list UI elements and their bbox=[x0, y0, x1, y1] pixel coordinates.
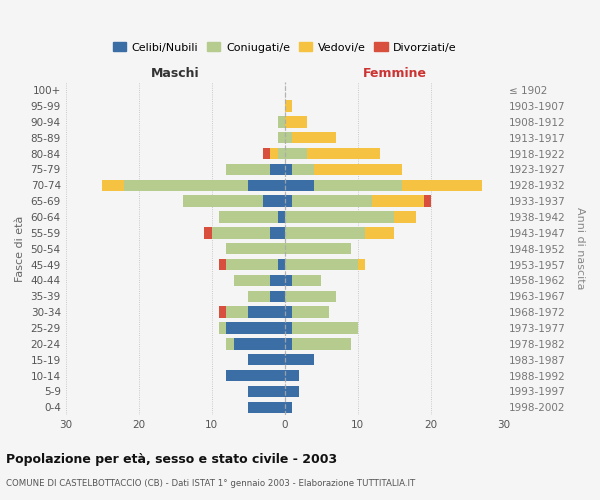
Bar bbox=[263, 148, 270, 159]
Text: Femmine: Femmine bbox=[362, 67, 427, 80]
Bar bbox=[278, 259, 285, 270]
Bar bbox=[278, 116, 285, 128]
Bar bbox=[292, 132, 336, 143]
Bar bbox=[292, 196, 373, 207]
Bar bbox=[270, 148, 278, 159]
Bar bbox=[285, 243, 350, 254]
Bar bbox=[285, 132, 292, 143]
Y-axis label: Anni di nascita: Anni di nascita bbox=[575, 208, 585, 290]
Bar bbox=[285, 148, 307, 159]
Bar bbox=[285, 259, 358, 270]
Bar bbox=[226, 338, 233, 349]
Bar bbox=[226, 259, 278, 270]
Bar bbox=[182, 196, 263, 207]
Bar bbox=[278, 212, 285, 222]
Bar bbox=[226, 322, 285, 334]
Bar bbox=[248, 402, 285, 413]
Bar bbox=[212, 227, 270, 238]
Bar bbox=[314, 164, 401, 175]
Bar bbox=[205, 227, 212, 238]
Bar bbox=[292, 338, 350, 349]
Bar bbox=[285, 386, 299, 397]
Bar bbox=[219, 306, 226, 318]
Bar bbox=[248, 386, 285, 397]
Bar bbox=[219, 322, 226, 334]
Bar bbox=[278, 148, 285, 159]
Bar bbox=[285, 370, 299, 381]
Bar bbox=[219, 259, 226, 270]
Text: COMUNE DI CASTELBOTTACCIO (CB) - Dati ISTAT 1° gennaio 2003 - Elaborazione TUTTI: COMUNE DI CASTELBOTTACCIO (CB) - Dati IS… bbox=[6, 479, 415, 488]
Bar bbox=[285, 322, 292, 334]
Bar bbox=[285, 290, 336, 302]
Bar bbox=[292, 322, 358, 334]
Bar bbox=[285, 306, 292, 318]
Bar bbox=[248, 306, 285, 318]
Bar bbox=[373, 196, 424, 207]
Bar bbox=[248, 290, 270, 302]
Bar bbox=[226, 370, 285, 381]
Bar bbox=[278, 132, 285, 143]
Bar bbox=[233, 274, 270, 286]
Bar bbox=[285, 338, 292, 349]
Bar bbox=[285, 227, 365, 238]
Bar bbox=[226, 306, 248, 318]
Bar bbox=[285, 116, 307, 128]
Bar bbox=[248, 354, 285, 366]
Bar bbox=[285, 164, 292, 175]
Bar bbox=[270, 164, 285, 175]
Bar bbox=[285, 212, 394, 222]
Bar bbox=[285, 354, 314, 366]
Bar bbox=[307, 148, 380, 159]
Bar bbox=[270, 290, 285, 302]
Bar bbox=[248, 180, 285, 191]
Bar bbox=[365, 227, 394, 238]
Bar bbox=[285, 196, 292, 207]
Bar bbox=[270, 274, 285, 286]
Text: Popolazione per età, sesso e stato civile - 2003: Popolazione per età, sesso e stato civil… bbox=[6, 452, 337, 466]
Bar bbox=[292, 164, 314, 175]
Bar bbox=[314, 180, 401, 191]
Bar bbox=[358, 259, 365, 270]
Bar bbox=[226, 164, 270, 175]
Bar bbox=[263, 196, 285, 207]
Text: Maschi: Maschi bbox=[151, 67, 200, 80]
Bar bbox=[102, 180, 124, 191]
Bar bbox=[285, 100, 292, 112]
Bar bbox=[285, 402, 292, 413]
Bar bbox=[285, 274, 292, 286]
Bar bbox=[292, 306, 329, 318]
Bar bbox=[270, 227, 285, 238]
Bar bbox=[401, 180, 482, 191]
Bar bbox=[394, 212, 416, 222]
Bar bbox=[226, 243, 285, 254]
Y-axis label: Fasce di età: Fasce di età bbox=[15, 216, 25, 282]
Legend: Celibi/Nubili, Coniugati/e, Vedovi/e, Divorziati/e: Celibi/Nubili, Coniugati/e, Vedovi/e, Di… bbox=[108, 38, 461, 57]
Bar bbox=[124, 180, 248, 191]
Bar bbox=[233, 338, 285, 349]
Bar bbox=[219, 212, 278, 222]
Bar bbox=[285, 180, 314, 191]
Bar bbox=[292, 274, 322, 286]
Bar bbox=[424, 196, 431, 207]
